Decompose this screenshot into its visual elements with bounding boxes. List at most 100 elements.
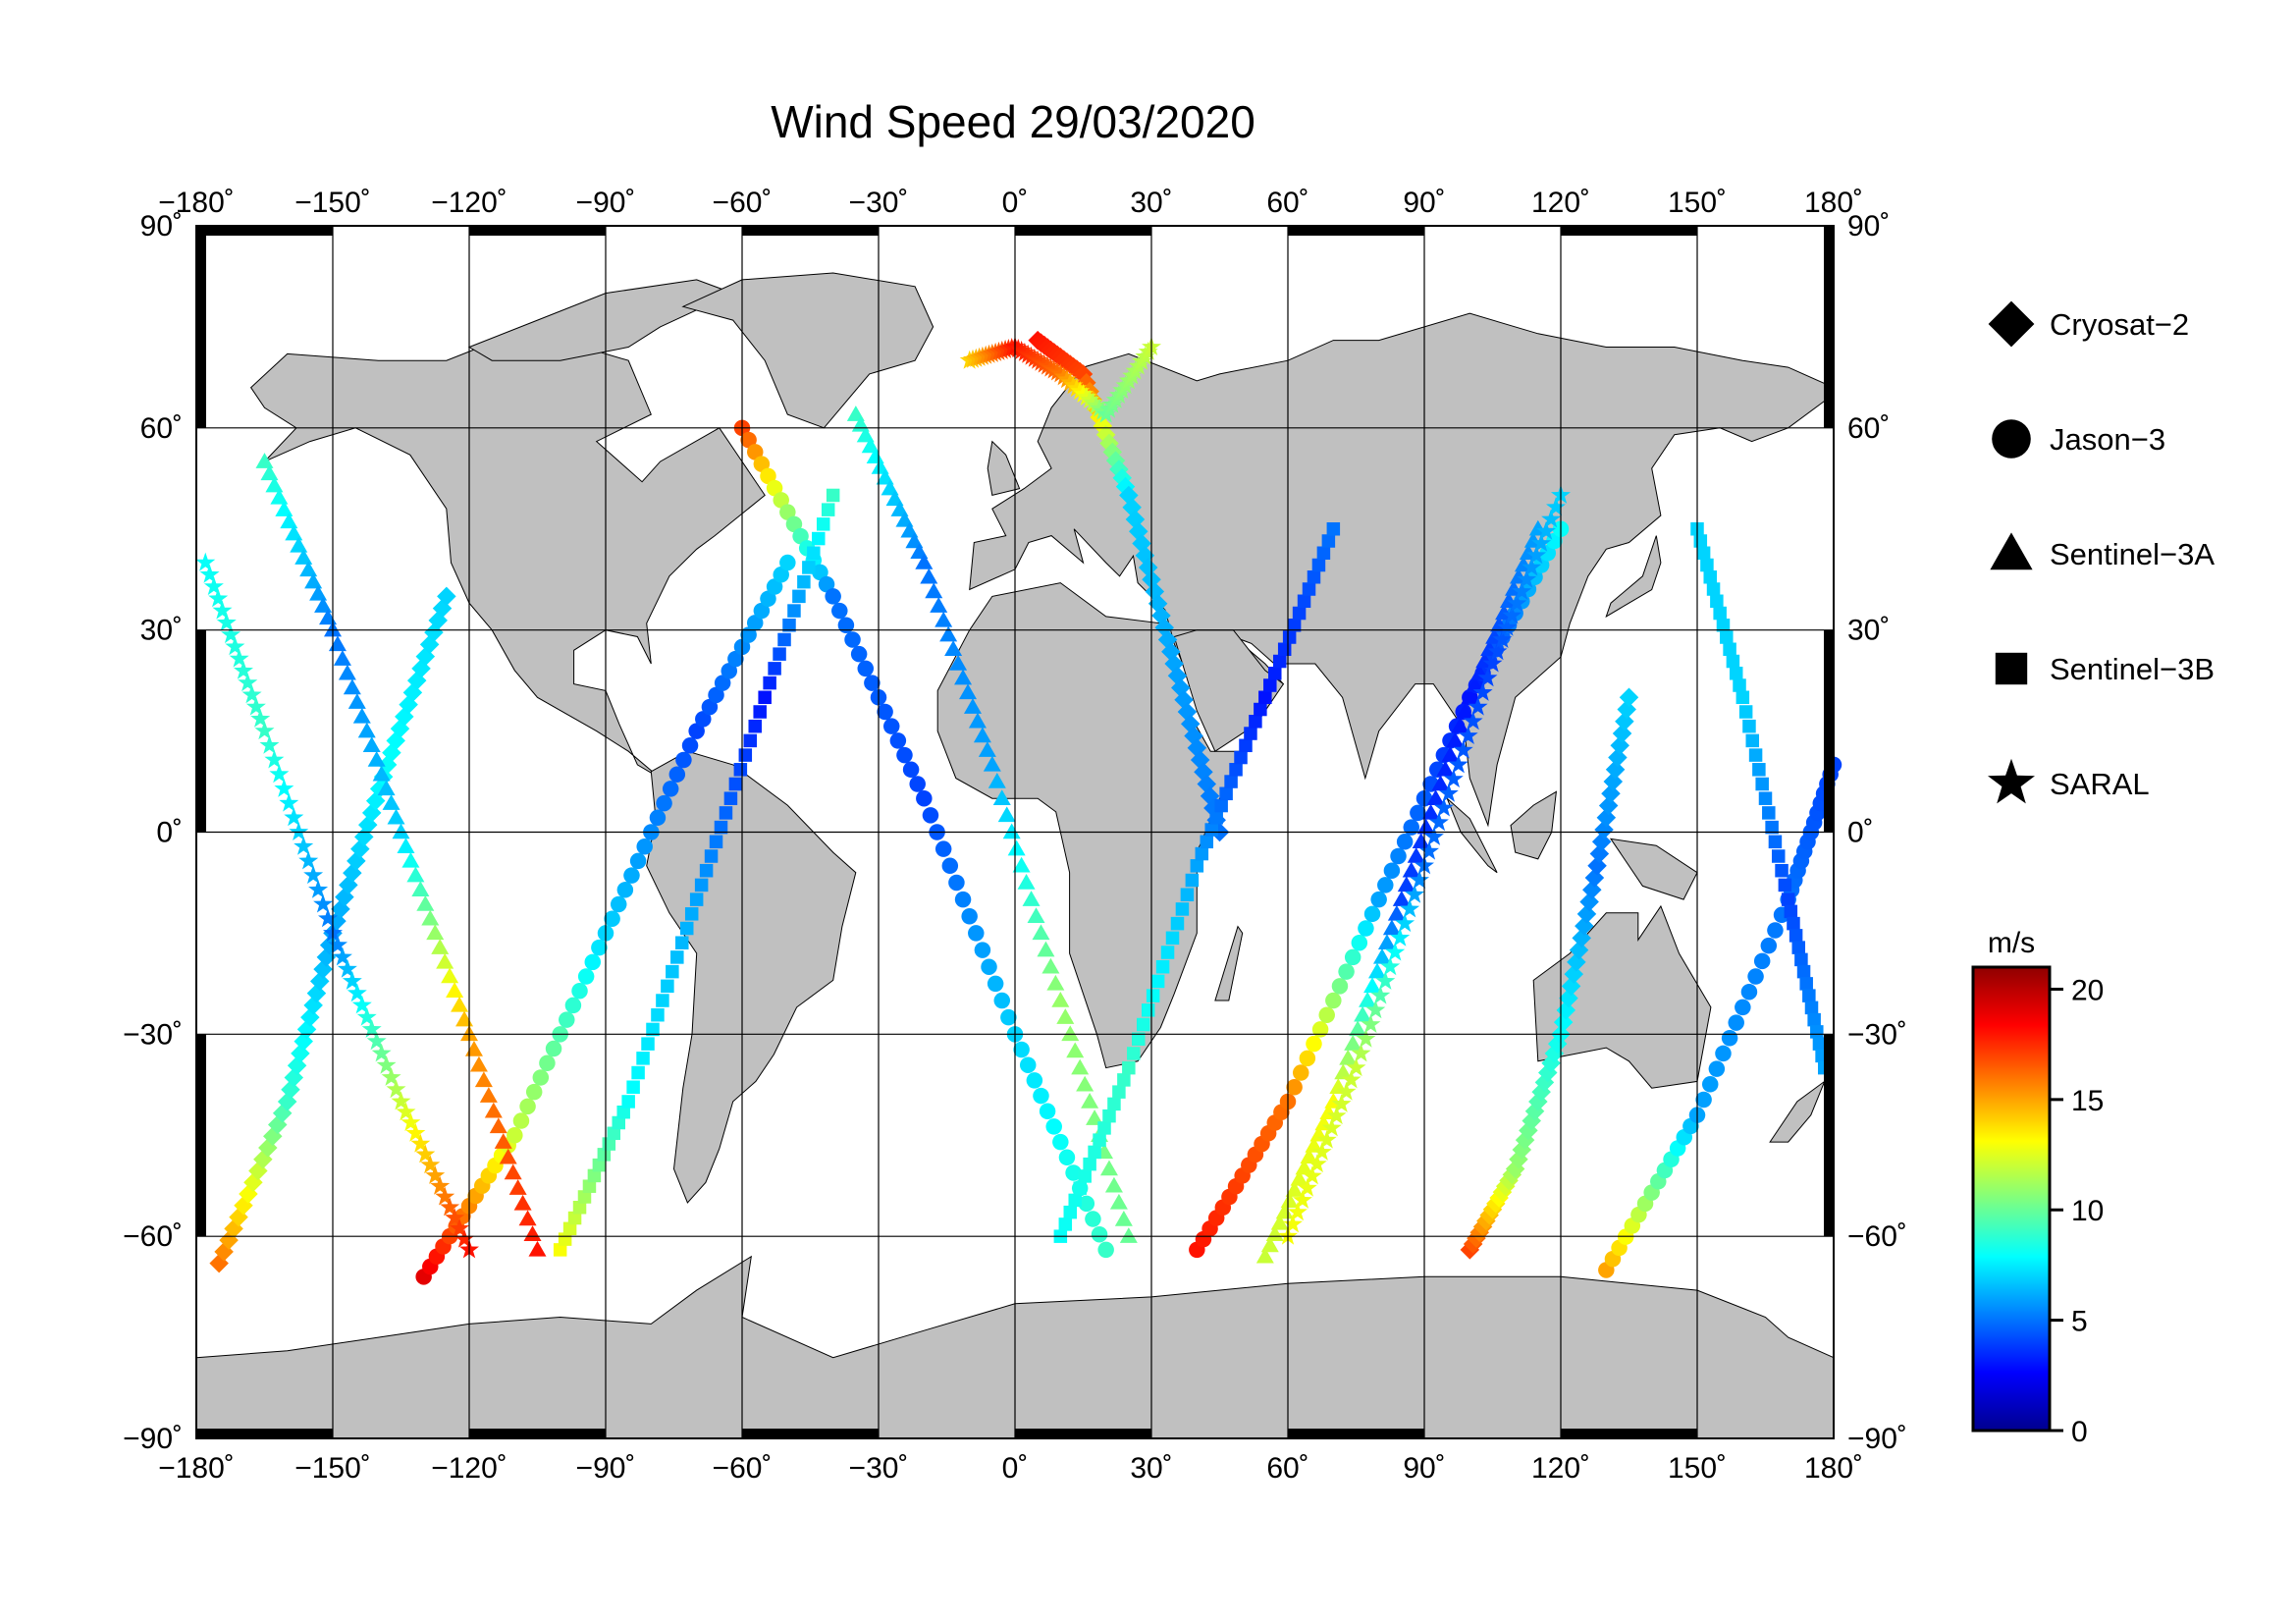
track-point bbox=[1102, 1109, 1116, 1123]
map-frame: −180˚ −150˚ −120˚ −90˚ −60˚ −30˚ 0˚ 30˚ 60˚ 90˚ 12… bbox=[123, 187, 1907, 1485]
track-point bbox=[1065, 1164, 1082, 1181]
track-point bbox=[1258, 690, 1272, 705]
legend-star-icon bbox=[1988, 758, 2035, 804]
lon-tick-label-top: 120˚ bbox=[1531, 187, 1590, 219]
track-point bbox=[216, 612, 237, 631]
lon-tick-label-top: 180˚ bbox=[1804, 187, 1863, 219]
lon-tick-label-bottom: −30˚ bbox=[849, 1452, 909, 1485]
track-point bbox=[656, 794, 672, 812]
track-point bbox=[701, 698, 719, 716]
track-point bbox=[255, 453, 274, 468]
indonesia-sumatra-landmass bbox=[1446, 797, 1498, 874]
track-point bbox=[1270, 1214, 1289, 1230]
track-point bbox=[689, 893, 704, 906]
track-point bbox=[1190, 859, 1204, 873]
track-point bbox=[1758, 791, 1773, 805]
track-point bbox=[285, 524, 303, 541]
track-point bbox=[567, 1211, 582, 1225]
lon-tick-label-top: −90˚ bbox=[576, 187, 636, 219]
track-point bbox=[582, 1179, 597, 1193]
track-point bbox=[1458, 726, 1478, 744]
track-point bbox=[405, 1122, 426, 1142]
track-point bbox=[284, 807, 304, 827]
track-point bbox=[494, 1133, 512, 1149]
track-point bbox=[1107, 1097, 1121, 1111]
track-point bbox=[1000, 1008, 1017, 1026]
track-point bbox=[623, 867, 640, 884]
track-point bbox=[221, 624, 241, 644]
track-point bbox=[1287, 1202, 1308, 1221]
track-point bbox=[309, 584, 328, 601]
legend-label: Jason−3 bbox=[2050, 422, 2165, 457]
track-point bbox=[797, 574, 811, 589]
track-point bbox=[684, 907, 699, 921]
track-point bbox=[728, 777, 743, 791]
track-point bbox=[1356, 1028, 1376, 1048]
track-point bbox=[1487, 641, 1508, 661]
track-point bbox=[646, 1022, 660, 1037]
track-point bbox=[963, 698, 982, 714]
track-point bbox=[1765, 820, 1779, 835]
track-point bbox=[436, 952, 454, 969]
track-point bbox=[1204, 823, 1218, 837]
track-point bbox=[342, 970, 362, 990]
track-point bbox=[954, 669, 973, 685]
track-point bbox=[1441, 746, 1460, 762]
track-point bbox=[1368, 962, 1387, 979]
track-point bbox=[825, 588, 841, 605]
track-point bbox=[1696, 546, 1711, 561]
track-point bbox=[260, 464, 279, 481]
track-point bbox=[997, 806, 1016, 823]
legend-entry: Cryosat−2 bbox=[1988, 300, 2189, 348]
track-point bbox=[587, 1168, 602, 1183]
track-point bbox=[704, 849, 719, 863]
colorbar-tick-label: 0 bbox=[2071, 1416, 2088, 1448]
track-point bbox=[1297, 594, 1311, 609]
satellite-tracks bbox=[195, 330, 1842, 1285]
track-point bbox=[274, 778, 294, 797]
track-point bbox=[1522, 557, 1542, 576]
track-point bbox=[1185, 873, 1200, 888]
track-point bbox=[1037, 941, 1055, 957]
track-point bbox=[1451, 717, 1469, 733]
track-point bbox=[559, 1011, 575, 1028]
frame-bar-top bbox=[1288, 226, 1424, 236]
colorbar-tick-label: 20 bbox=[2071, 974, 2104, 1006]
track-point bbox=[1033, 1087, 1049, 1105]
track-point bbox=[626, 1080, 640, 1094]
track-point bbox=[1146, 989, 1160, 1002]
track-point bbox=[1768, 835, 1783, 849]
track-point bbox=[740, 431, 757, 449]
track-point bbox=[1796, 964, 1811, 979]
frame-bar-top bbox=[1015, 226, 1151, 236]
track-point bbox=[1083, 392, 1103, 411]
track-point bbox=[1385, 942, 1406, 961]
track-point bbox=[1316, 1129, 1337, 1149]
track-point bbox=[1002, 823, 1021, 839]
frame-bar-bottom bbox=[742, 1429, 879, 1438]
track-point bbox=[782, 619, 796, 632]
track-point bbox=[1720, 630, 1734, 644]
track-point bbox=[753, 705, 767, 719]
track-point bbox=[1619, 687, 1639, 708]
track-point bbox=[377, 780, 396, 796]
track-point bbox=[1472, 681, 1493, 701]
track-point bbox=[1255, 1247, 1274, 1264]
track-point bbox=[366, 1031, 387, 1051]
track-point bbox=[337, 958, 357, 978]
lat-tick-label-left: 30˚ bbox=[140, 615, 183, 647]
frame-bar-bottom bbox=[1015, 1429, 1151, 1438]
lat-tick-label-left: −60˚ bbox=[123, 1220, 183, 1253]
track-point bbox=[1802, 989, 1816, 1002]
track-point bbox=[416, 895, 435, 911]
track-point bbox=[1346, 1057, 1366, 1077]
track-point bbox=[1482, 653, 1503, 673]
track-point bbox=[294, 836, 314, 855]
track-point bbox=[1244, 727, 1257, 740]
track-point bbox=[779, 504, 796, 520]
track-point bbox=[1416, 818, 1435, 835]
track-point bbox=[400, 1112, 421, 1131]
track-point bbox=[616, 882, 634, 898]
latitude-labels-right: 90˚ 60˚ 30˚ 0˚ −30˚ −60˚ −90˚ bbox=[1847, 210, 1907, 1455]
